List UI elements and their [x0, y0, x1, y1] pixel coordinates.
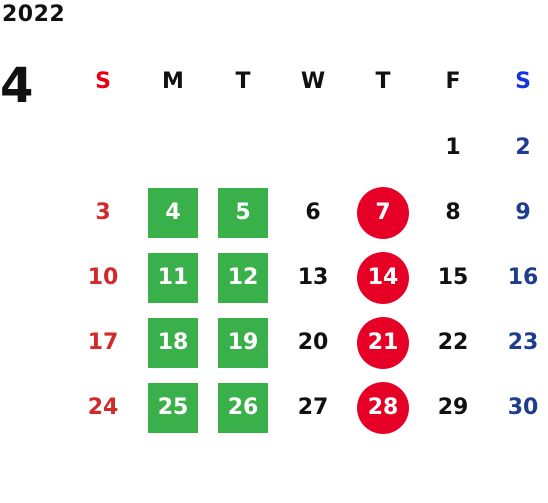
week-row-3: 10 11 12 13 14 15 16 [68, 245, 548, 310]
day-cell[interactable]: 8 [445, 199, 461, 225]
weekday-header-row: S M T W T F S [68, 56, 548, 106]
day-cell-highlighted-green[interactable]: 19 [208, 310, 278, 375]
month-label: 4 [0, 58, 34, 114]
day-cell-saturday[interactable]: 2 [515, 134, 531, 160]
day-cell-saturday[interactable]: 23 [507, 329, 539, 355]
day-cell-saturday[interactable]: 30 [507, 394, 539, 420]
day-cell-highlighted-red[interactable]: 28 [348, 375, 418, 440]
day-cell-highlighted-red[interactable]: 21 [348, 310, 418, 375]
weekday-tuesday: T [235, 68, 251, 94]
weekday-saturday: S [515, 68, 531, 94]
weekday-wednesday: W [300, 68, 326, 94]
day-cell-empty [208, 115, 278, 180]
day-cell[interactable]: 20 [297, 329, 329, 355]
day-cell-highlighted-green[interactable]: 11 [138, 245, 208, 310]
day-cell-highlighted-green[interactable]: 5 [208, 180, 278, 245]
day-cell[interactable]: 27 [297, 394, 329, 420]
day-cell-empty [278, 115, 348, 180]
week-row-4: 17 18 19 20 21 22 23 [68, 310, 548, 375]
weekday-monday: M [162, 68, 184, 94]
day-cell-sunday[interactable]: 10 [87, 264, 119, 290]
day-cell-highlighted-green[interactable]: 18 [138, 310, 208, 375]
week-row-2: 3 4 5 6 7 8 9 [68, 180, 548, 245]
day-cell-sunday[interactable]: 24 [87, 394, 119, 420]
day-cell[interactable]: 13 [297, 264, 329, 290]
day-cell-highlighted-green[interactable]: 4 [138, 180, 208, 245]
day-cell-highlighted-green[interactable]: 26 [208, 375, 278, 440]
weekday-friday: F [445, 68, 461, 94]
day-cell-highlighted-red[interactable]: 14 [348, 245, 418, 310]
day-cell-empty [138, 115, 208, 180]
day-cell-highlighted-green[interactable]: 12 [208, 245, 278, 310]
day-cell[interactable]: 22 [437, 329, 469, 355]
day-cell-sunday[interactable]: 3 [95, 199, 111, 225]
weekday-sunday: S [95, 68, 111, 94]
day-cell-empty [348, 115, 418, 180]
day-cell-saturday[interactable]: 16 [507, 264, 539, 290]
year-label: 2022 [2, 2, 66, 27]
day-cell[interactable]: 1 [445, 134, 461, 160]
day-cell-saturday[interactable]: 9 [515, 199, 531, 225]
weekday-thursday: T [375, 68, 391, 94]
day-cell[interactable]: 15 [437, 264, 469, 290]
day-cell[interactable]: 29 [437, 394, 469, 420]
day-cell-highlighted-red[interactable]: 7 [348, 180, 418, 245]
day-cell[interactable]: 6 [305, 199, 321, 225]
day-cell-highlighted-green[interactable]: 25 [138, 375, 208, 440]
calendar-grid: S M T W T F S 1 2 3 4 5 6 7 8 9 10 11 12… [68, 56, 548, 446]
week-row-5: 24 25 26 27 28 29 30 [68, 375, 548, 440]
week-row-1: 1 2 [68, 115, 548, 180]
day-cell-empty [68, 115, 138, 180]
day-cell-sunday[interactable]: 17 [87, 329, 119, 355]
